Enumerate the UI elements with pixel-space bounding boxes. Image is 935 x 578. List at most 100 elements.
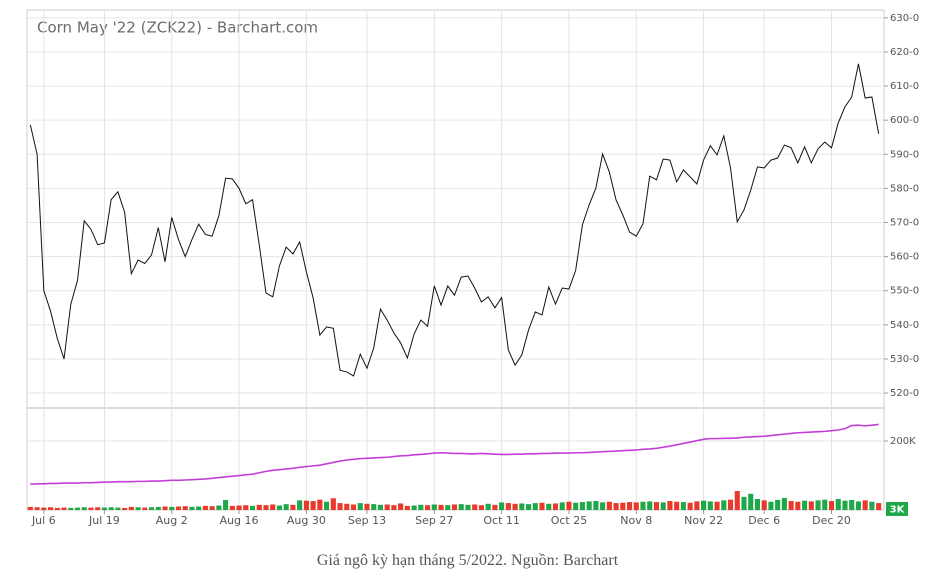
volume-bar — [451, 504, 458, 510]
volume-bar — [519, 503, 525, 510]
volume-bar — [418, 504, 424, 510]
volume-bar — [647, 501, 653, 510]
y-tick-label: 570-0 — [890, 218, 919, 229]
volume-bar — [236, 505, 242, 510]
volume-bar — [74, 507, 81, 510]
volume-bar — [357, 503, 363, 510]
volume-bar — [633, 502, 639, 510]
volume-bar — [606, 501, 612, 510]
volume-bar — [41, 507, 47, 510]
volume-bar — [425, 505, 431, 510]
volume-bar — [539, 502, 545, 510]
y-tick-label: 520-0 — [890, 388, 919, 399]
volume-bar — [324, 501, 330, 510]
volume-bar — [330, 498, 336, 510]
volume-bar — [653, 502, 660, 510]
volume-bar — [404, 505, 410, 510]
y-tick-label: 590-0 — [890, 149, 919, 160]
volume-bar — [600, 502, 606, 510]
volume-bar — [727, 499, 734, 510]
x-tick-label: Oct 11 — [483, 514, 520, 527]
volume-bar — [283, 504, 289, 510]
last-value-badge — [886, 501, 908, 516]
volume-bar — [640, 501, 646, 510]
volume-bar — [687, 502, 693, 510]
volume-bar — [445, 505, 451, 510]
volume-bar — [869, 501, 875, 510]
volume-bar — [835, 498, 841, 510]
volume-bar — [122, 507, 128, 510]
volume-bar — [822, 499, 828, 510]
volume-bar — [88, 507, 94, 510]
volume-bar — [148, 507, 155, 510]
volume-bar — [391, 505, 397, 510]
volume-bar — [48, 507, 54, 510]
volume-bar — [458, 504, 464, 510]
volume-bar — [54, 507, 60, 510]
x-tick-label: Aug 30 — [287, 514, 326, 527]
volume-bar — [135, 507, 141, 510]
y-tick-label: 540-0 — [890, 320, 919, 331]
volume-bar — [802, 500, 808, 510]
x-tick-label: Sep 27 — [415, 514, 453, 527]
volume-bar — [613, 503, 619, 510]
volume-bar — [196, 506, 202, 510]
volume-bar — [795, 501, 801, 510]
volume-bar — [667, 501, 673, 510]
y-tick-label: 550-0 — [890, 286, 919, 297]
volume-bar — [552, 503, 559, 510]
y-tick-label: 600-0 — [890, 115, 919, 126]
volume-bar — [505, 503, 511, 510]
volume-bar — [337, 503, 343, 510]
volume-bar — [586, 501, 592, 510]
y-tick-label: 560-0 — [890, 252, 919, 263]
x-tick-label: Dec 6 — [748, 514, 780, 527]
volume-bar — [303, 500, 309, 510]
volume-bar — [754, 498, 761, 510]
volume-bar — [593, 501, 599, 510]
last-value-label: 3K — [890, 504, 906, 515]
volume-bar — [34, 507, 40, 510]
x-tick-label: Oct 25 — [551, 514, 588, 527]
volume-bar — [364, 503, 370, 510]
volume-bar — [828, 501, 835, 510]
volume-bar — [223, 500, 229, 510]
volume-bar — [842, 500, 848, 510]
y-tick-label: 620-0 — [890, 47, 919, 58]
volume-bar — [626, 502, 633, 510]
volume-bar — [189, 506, 195, 510]
volume-bar — [499, 502, 505, 510]
volume-bar — [620, 502, 626, 510]
volume-bar — [128, 506, 134, 510]
volume-bar — [155, 506, 161, 510]
x-tick-label: Nov 8 — [620, 514, 652, 527]
volume-bar — [68, 507, 74, 510]
volume-bar — [398, 503, 404, 510]
volume-bar — [808, 501, 814, 510]
volume-bar — [573, 502, 579, 510]
volume-bar — [101, 507, 107, 510]
volume-bar — [775, 500, 781, 510]
volume-bar — [546, 503, 552, 510]
volume-bar — [384, 504, 390, 510]
volume-bar — [734, 491, 740, 510]
volume-bar — [701, 500, 707, 510]
volume-bar — [512, 503, 518, 510]
volume-bar — [485, 503, 491, 510]
volume-bar — [270, 504, 276, 510]
volume-bar — [243, 505, 249, 510]
y-tick-label: 580-0 — [890, 183, 919, 194]
volume-bar — [175, 506, 182, 510]
y-tick-label: 630-0 — [890, 13, 919, 24]
data-line — [29, 63, 880, 377]
volume-bar — [862, 500, 868, 510]
x-tick-label: Dec 20 — [812, 514, 851, 527]
volume-bar — [680, 502, 686, 510]
volume-bar — [344, 503, 350, 510]
volume-bar — [310, 501, 316, 510]
volume-bar — [142, 507, 148, 510]
volume-bar — [815, 500, 821, 510]
volume-bar — [371, 504, 377, 510]
volume-bar — [781, 497, 787, 510]
